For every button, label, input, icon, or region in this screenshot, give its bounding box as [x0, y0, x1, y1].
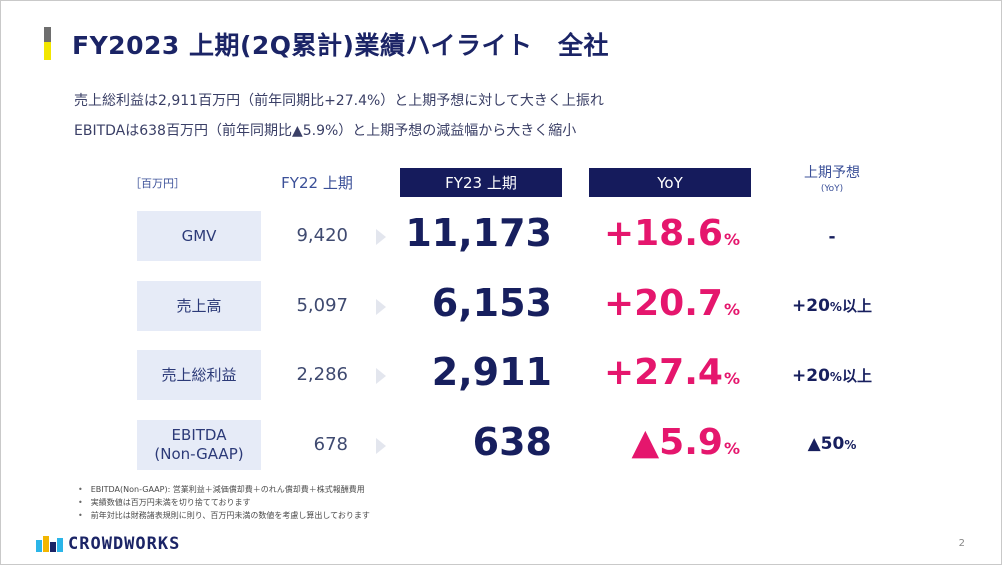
yoy-number: ▲5.9: [631, 422, 723, 463]
footnote: 前年対比は財務諸表規則に則り、百万円未満の数値を考慮し算出しております: [78, 509, 370, 522]
prev-value-sales: 5,097: [296, 295, 348, 316]
prev-value-ebitda: 678: [313, 434, 348, 455]
forecast-number: ▲50: [807, 434, 845, 454]
summary-line-2: EBITDAは638百万円（前年同期比▲5.9%）と上期予想の減益幅から大きく縮…: [74, 123, 577, 139]
yoy-unit: %: [723, 439, 740, 458]
forecast-value-gmv: -: [780, 227, 884, 247]
forecast-value-gross-profit: +20%以上: [780, 365, 884, 386]
yoy-number: +18.6: [603, 213, 723, 254]
forecast-unit: %: [829, 300, 842, 314]
forecast-number: +20: [792, 296, 830, 316]
forecast-value-ebitda: ▲50%: [780, 434, 884, 454]
row-label-gross-profit: 売上総利益: [137, 350, 261, 400]
forecast-unit: %: [829, 370, 842, 384]
yoy-unit: %: [723, 300, 740, 319]
header-prev: FY22 上期: [281, 174, 353, 192]
row-label-text: EBITDA: [171, 426, 227, 445]
prev-value-gross-profit: 2,286: [296, 364, 348, 385]
prev-value-gmv: 9,420: [296, 225, 348, 246]
yoy-value-gross-profit: +27.4%: [600, 352, 740, 393]
current-value-ebitda: 638: [472, 420, 552, 464]
footnote: EBITDA(Non-GAAP): 営業利益＋減価償却費＋のれん償却費＋株式報酬…: [78, 483, 370, 496]
arrow-right-icon: [376, 438, 386, 454]
forecast-suffix: 以上: [841, 367, 872, 385]
logo-mark-icon: [36, 536, 63, 552]
yoy-value-gmv: +18.6%: [600, 213, 740, 254]
company-logo: CROWDWORKS: [36, 534, 180, 554]
row-label-subtext: (Non-GAAP): [154, 445, 244, 463]
forecast-value-sales: +20%以上: [780, 295, 884, 316]
arrow-right-icon: [376, 368, 386, 384]
page-number: 2: [958, 538, 965, 549]
row-label-text: GMV: [181, 226, 217, 245]
row-label-gmv: GMV: [137, 211, 261, 261]
footnote: 実績数値は百万円未満を切り捨てております: [78, 496, 370, 509]
yoy-unit: %: [723, 230, 740, 249]
logo-text: CROWDWORKS: [68, 534, 181, 554]
header-yoy: YoY: [589, 168, 751, 197]
row-label-text: 売上総利益: [161, 365, 237, 384]
arrow-right-icon: [376, 299, 386, 315]
page-title: FY2023 上期(2Q累計)業績ハイライト 全社: [72, 31, 609, 60]
header-forecast-sub: (YoY): [820, 183, 844, 194]
current-value-gross-profit: 2,911: [431, 350, 552, 394]
arrow-right-icon: [376, 229, 386, 245]
yoy-number: +20.7: [603, 283, 723, 324]
row-label-text: 売上高: [176, 296, 222, 315]
forecast-unit: %: [844, 438, 857, 452]
yoy-number: +27.4: [603, 352, 723, 393]
current-value-gmv: 11,173: [405, 211, 552, 255]
yoy-unit: %: [723, 369, 740, 388]
current-value-sales: 6,153: [431, 281, 552, 325]
row-label-sales: 売上高: [137, 281, 261, 331]
row-label-ebitda: EBITDA (Non-GAAP): [137, 420, 261, 470]
summary-line-1: 売上総利益は2,911百万円（前年同期比+27.4%）と上期予想に対して大きく上…: [74, 93, 604, 109]
header-current: FY23 上期: [400, 168, 562, 197]
forecast-suffix: 以上: [841, 297, 872, 315]
footnotes: EBITDA(Non-GAAP): 営業利益＋減価償却費＋のれん償却費＋株式報酬…: [78, 483, 370, 522]
yoy-value-sales: +20.7%: [600, 283, 740, 324]
header-forecast: 上期予想 (YoY): [780, 165, 884, 195]
yoy-value-ebitda: ▲5.9%: [600, 422, 741, 463]
unit-label: ［百万円］: [130, 176, 185, 190]
title-accent-bar: [44, 27, 51, 60]
forecast-number: +20: [792, 366, 830, 386]
header-forecast-label: 上期予想: [804, 165, 860, 182]
forecast-number: -: [828, 227, 836, 247]
